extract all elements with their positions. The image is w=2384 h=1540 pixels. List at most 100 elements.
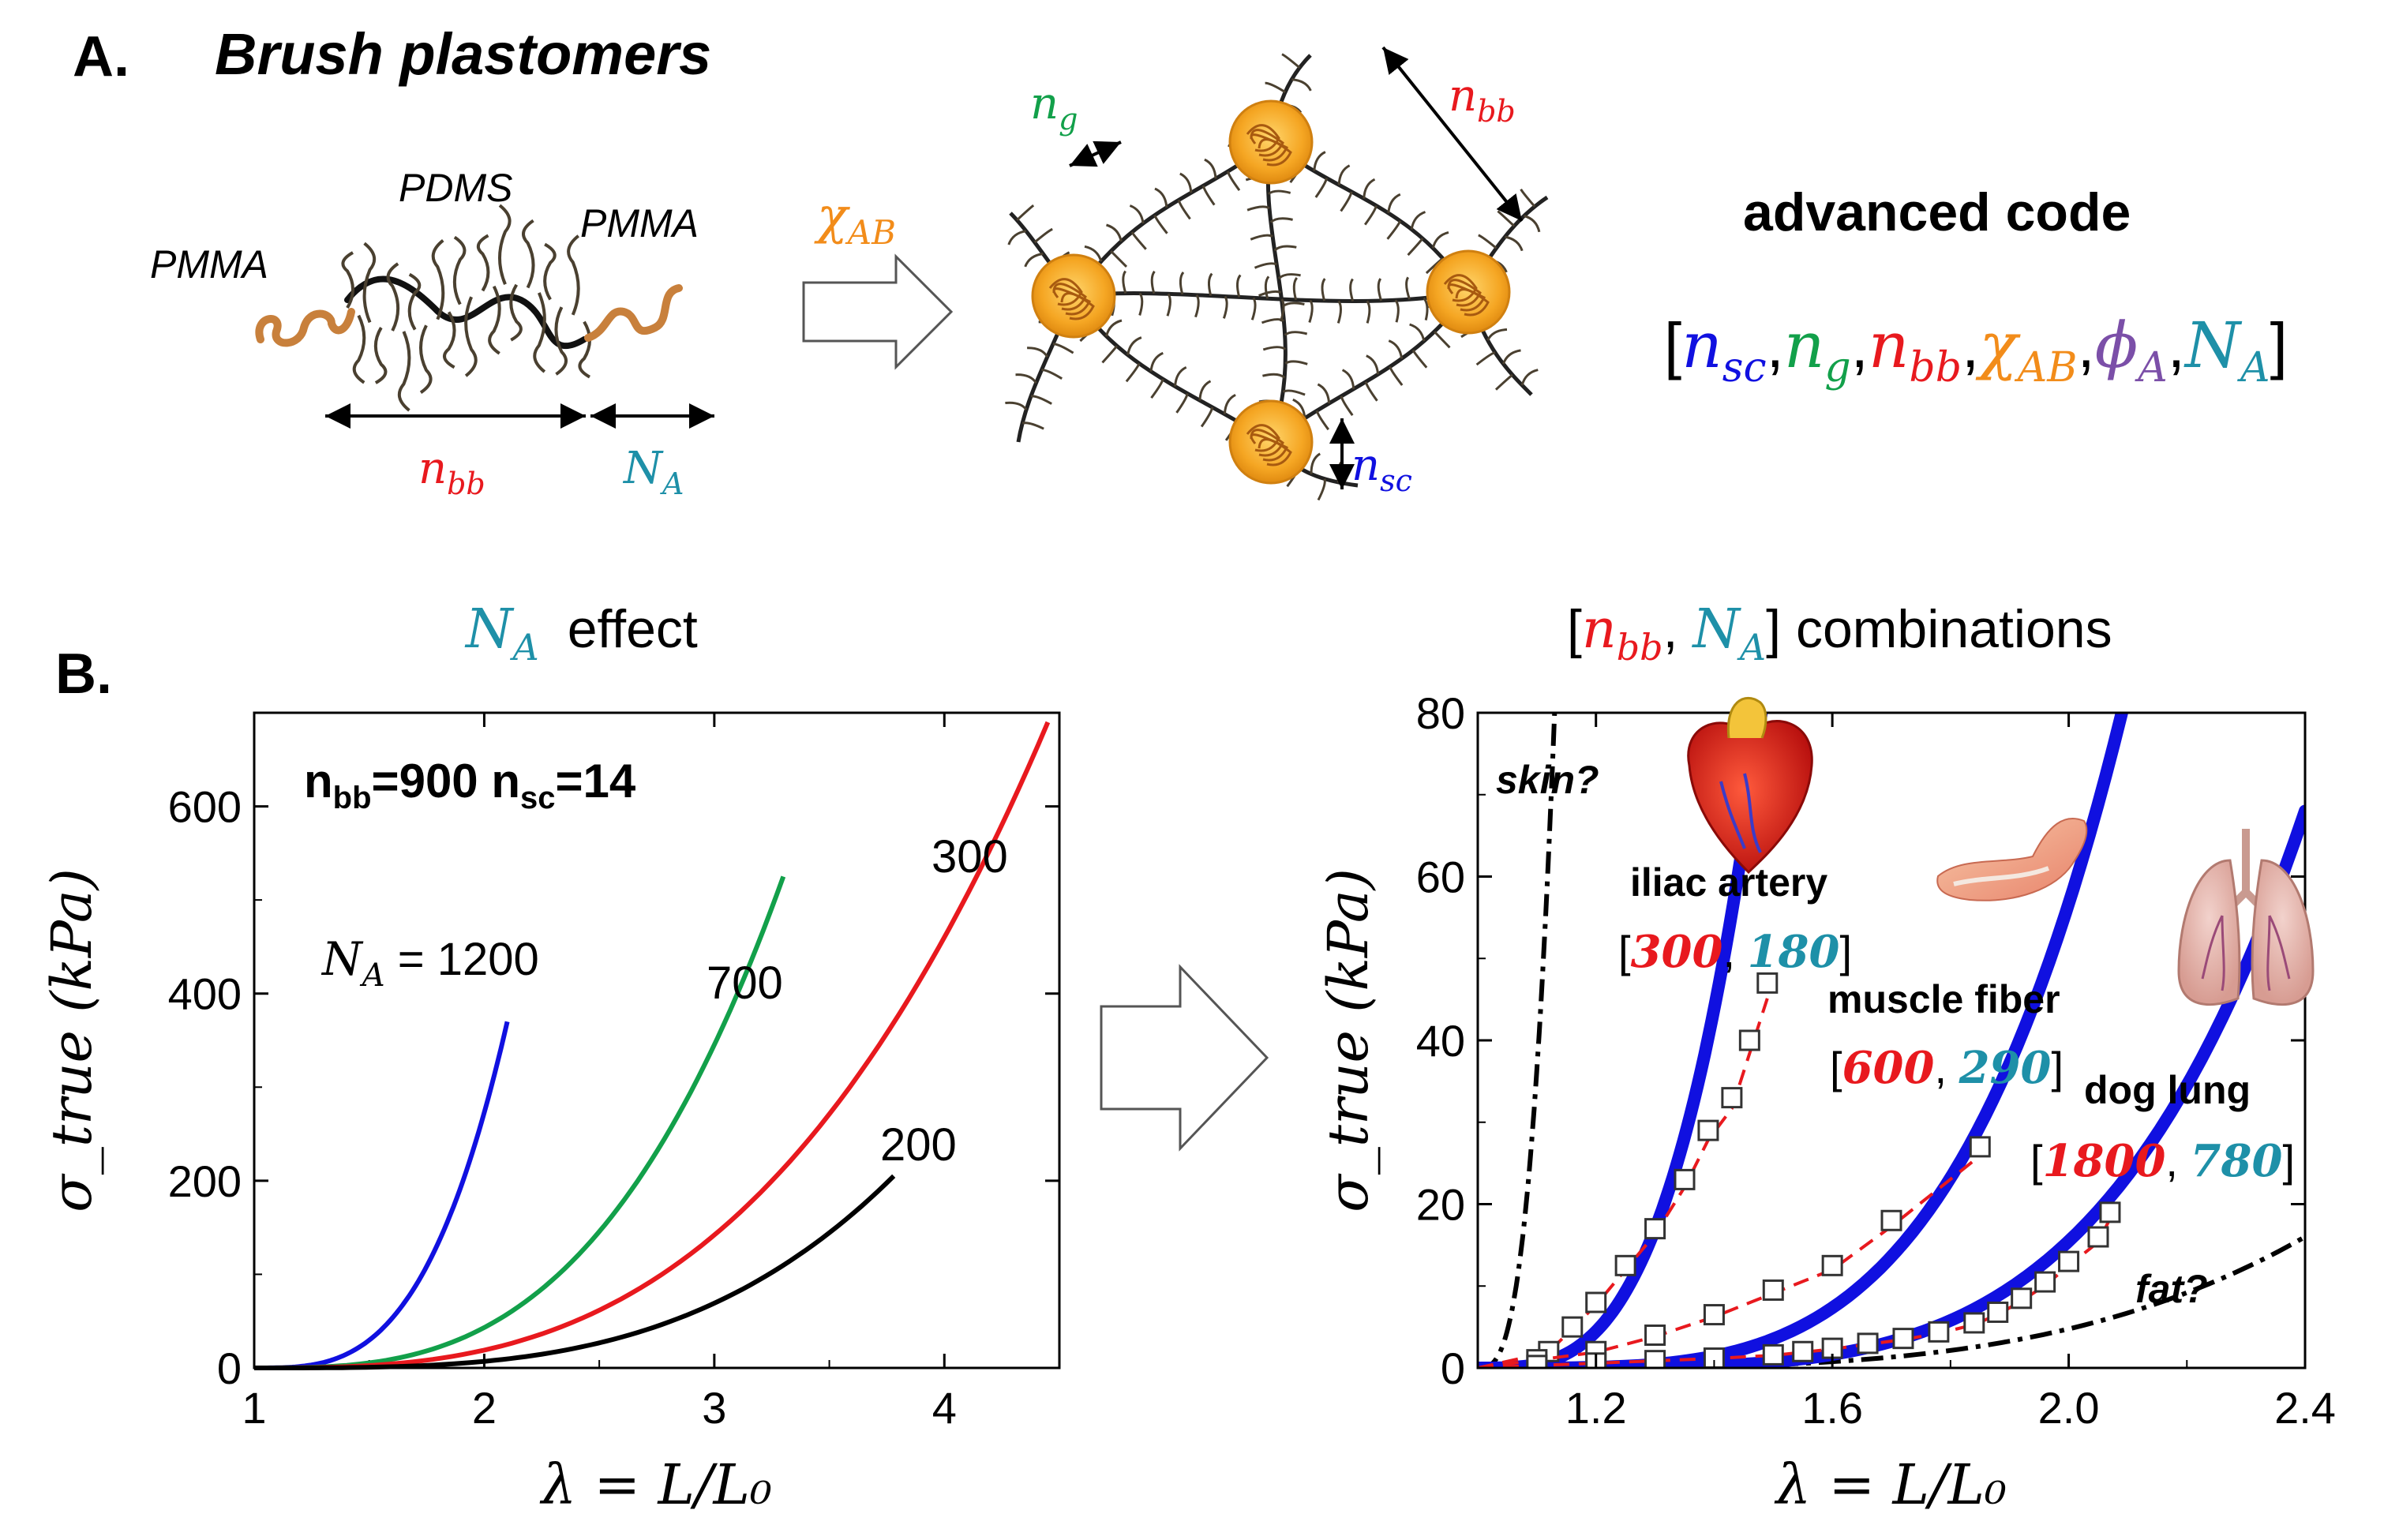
- pmma-right-block: [584, 284, 683, 342]
- network-side-chain: [1101, 345, 1119, 364]
- data-point: [1614, 1254, 1636, 1276]
- side-chain: [522, 219, 535, 289]
- data-point: [1762, 1343, 1784, 1366]
- data-point: [1821, 1254, 1843, 1276]
- series-line-200: [254, 1174, 896, 1370]
- network-side-chain: [1410, 211, 1426, 230]
- heart-illustration: [1687, 697, 1813, 875]
- network-side-chain: [1105, 319, 1123, 337]
- code-item-sub: AB: [2015, 344, 2078, 392]
- network-side-chain: [1377, 278, 1383, 302]
- network-side-chain: [1194, 294, 1200, 318]
- data-point: [2011, 1287, 2033, 1310]
- network-side-chain: [1313, 151, 1326, 171]
- data-point: [1892, 1328, 1914, 1350]
- network-side-chain: [1021, 422, 1044, 430]
- network-side-chain: [1389, 366, 1404, 386]
- series-label-1200: NA = 1200: [320, 932, 539, 994]
- network-side-chain: [1175, 393, 1189, 414]
- network-side-chain: [1154, 187, 1168, 208]
- network-side-chain: [1227, 170, 1241, 191]
- data-point: [1762, 1279, 1784, 1301]
- network-side-chain: [1308, 299, 1314, 323]
- network-side-chain: [1434, 331, 1451, 349]
- network-side-chain: [1250, 234, 1273, 241]
- network-side-chain: [1261, 318, 1285, 324]
- network-side-chain: [1153, 215, 1168, 234]
- network-side-chain: [1016, 204, 1035, 221]
- ann-v1: =900: [372, 755, 492, 807]
- network-side-chain: [1291, 78, 1312, 92]
- network-side-chain: [1292, 276, 1299, 301]
- side-chain: [554, 306, 568, 376]
- code-item-sub: A: [2237, 344, 2270, 392]
- side-chain: [488, 285, 501, 355]
- y-tick-label: 400: [168, 969, 242, 1019]
- arm-muscle: [1936, 818, 2088, 901]
- data-point: [1987, 1301, 2009, 1323]
- code-item-sub: A: [2135, 344, 2168, 392]
- code-vector-text: [nsc,ng,nbb,χAB,ϕA,NA]: [1664, 309, 2288, 392]
- network-side-chain: [1125, 362, 1141, 383]
- network-side-chain: [1394, 299, 1400, 323]
- code-comma: ,: [1767, 310, 1784, 380]
- tissue-nbb: 300: [1631, 926, 1723, 978]
- side-chain: [543, 242, 557, 301]
- network-strand: [1073, 290, 1469, 303]
- tissue-code-1: [600, 290]: [1830, 1042, 2064, 1094]
- network-side-chain: [1149, 351, 1164, 372]
- comma: ,: [1934, 1043, 1959, 1092]
- network-side-chain: [1166, 293, 1171, 317]
- code-bracket-close: ]: [2270, 310, 2288, 380]
- code-item-AB: χ: [1975, 309, 2021, 382]
- network-side-chain: [1269, 217, 1293, 223]
- network-side-chain: [1279, 298, 1285, 322]
- network-side-chain: [1033, 227, 1053, 244]
- domain-coil: [1250, 433, 1289, 462]
- ng-symbol: ng: [1030, 78, 1078, 137]
- data-point: [1969, 1136, 1991, 1158]
- chart-na-effect: NA effect 1 2 3 4 0 200 400 600 λ = L/L₀ σ_true (k…: [39, 598, 1061, 1517]
- data-point: [1644, 1218, 1666, 1240]
- y-tick-label: 60: [1416, 852, 1465, 902]
- plot-frame: [253, 711, 1061, 1370]
- network-side-chain: [1222, 295, 1228, 319]
- network-side-chain: [1246, 205, 1270, 212]
- network-side-chain: [1110, 250, 1128, 268]
- data-point: [1928, 1321, 1950, 1343]
- tissue-code-2: [1800, 780]: [2030, 1135, 2295, 1187]
- network-side-chain: [1208, 272, 1213, 296]
- y-tick-label: 0: [1441, 1343, 1465, 1393]
- network-side-chain: [1262, 346, 1287, 351]
- network-side-chain: [1236, 274, 1242, 298]
- code-item-A: ϕ: [2095, 309, 2138, 382]
- data-point: [2087, 1226, 2109, 1248]
- side-chain: [533, 292, 546, 373]
- data-point: [2099, 1201, 2121, 1223]
- series-label-sub: A: [359, 957, 385, 994]
- series-label-prefix: N: [320, 932, 364, 986]
- network-side-chain: [1284, 360, 1308, 365]
- network-side-chain: [1423, 297, 1429, 320]
- network-side-chain: [1497, 210, 1516, 227]
- data-point: [1644, 1350, 1666, 1368]
- nsc-symbol: nsc: [1351, 440, 1412, 498]
- x-tick-label: 1: [242, 1383, 266, 1433]
- y-tick-label: 80: [1416, 688, 1465, 738]
- domain-coil: [1258, 138, 1292, 167]
- chi-ab-symbol: χAB: [814, 187, 896, 252]
- pmma-domain: [1426, 249, 1511, 335]
- network-side-chain: [1258, 290, 1282, 297]
- ann-v2: =14: [556, 755, 636, 807]
- domain-coil: [1250, 133, 1289, 162]
- comma: ,: [2165, 1136, 2190, 1186]
- domain-coil: [1052, 283, 1087, 311]
- panel-a-title: Brush plastomers: [215, 21, 711, 87]
- network-side-chain: [1052, 343, 1074, 354]
- assembly-arrow: [802, 253, 954, 370]
- lung-illustration: [2177, 829, 2315, 1006]
- network-side-chain: [1264, 275, 1270, 299]
- series-label-eq: =: [385, 934, 437, 985]
- tissue-name-0: iliac artery: [1630, 860, 1827, 905]
- network-side-chain: [1366, 300, 1371, 324]
